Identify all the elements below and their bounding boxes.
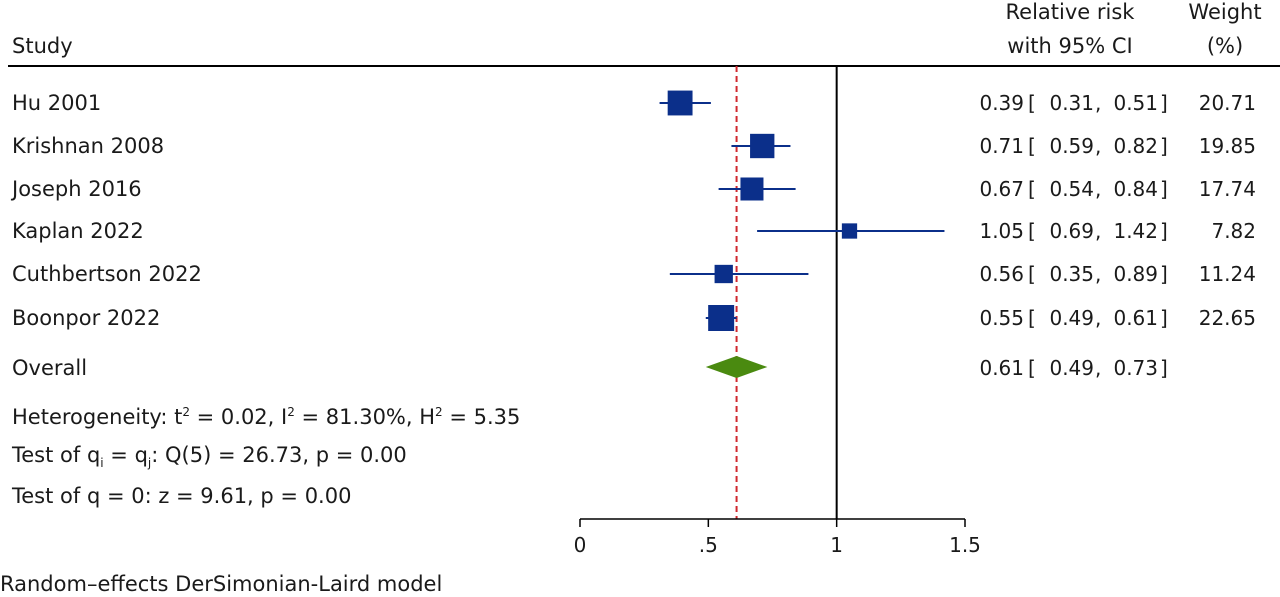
overall-rr: 0.61 [979,356,1024,380]
study-ci-comma: , [1095,177,1102,201]
study-ci-lower: 0.49 [1049,306,1094,330]
study-ci-upper: 0.89 [1113,262,1158,286]
study-name: Joseph 2016 [12,177,142,201]
study-ci-lower: 0.54 [1049,177,1094,201]
study-effect-square [740,177,764,201]
test-of-q-stats: Test of qi = qj: Q(5) = 26.73, p = 0.00 [12,443,407,471]
study-rr: 0.67 [979,177,1024,201]
overall-ci-lower: 0.49 [1049,356,1094,380]
study-ci-comma: , [1095,91,1102,115]
effect-column-header-line2: with 95% CI [1007,34,1133,58]
study-ci-lower: 0.31 [1049,91,1094,115]
study-weight: 20.71 [1198,91,1256,115]
study-weight: 7.82 [1211,219,1256,243]
study-ci-lower: 0.35 [1049,262,1094,286]
study-weight: 17.74 [1198,177,1256,201]
heterogeneity-stats: Heterogeneity: t2 = 0.02, I2 = 81.30%, H… [12,405,521,429]
x-axis-tick-label: 0 [574,533,587,557]
study-rr: 1.05 [979,219,1024,243]
study-name: Krishnan 2008 [12,134,165,158]
study-rr: 0.71 [979,134,1024,158]
x-axis-tick-label: 1 [830,533,843,557]
study-ci-comma: , [1095,219,1102,243]
study-ci-lower: 0.59 [1049,134,1094,158]
study-effect-square [667,90,693,116]
weight-column-header-line1: Weight [1188,0,1262,24]
model-footnote: Random–effects DerSimonian-Laird model [0,572,443,596]
study-ci-open: [ [1028,219,1036,243]
study-ci-close: ] [1160,134,1168,158]
study-ci-upper: 0.82 [1113,134,1158,158]
study-ci-open: [ [1028,262,1036,286]
overall-ci-open: [ [1028,356,1036,380]
study-ci-open: [ [1028,306,1036,330]
x-axis-tick-label: 1.5 [949,533,981,557]
study-effect-square [750,133,775,159]
study-effect-square [708,305,735,331]
effect-column-header-line1: Relative risk [1005,0,1135,24]
study-name: Kaplan 2022 [12,219,144,243]
study-ci-open: [ [1028,177,1036,201]
study-ci-close: ] [1160,306,1168,330]
weight-column-header-line2: (%) [1206,34,1244,58]
study-column-header: Study [12,34,73,58]
study-ci-comma: , [1095,262,1102,286]
overall-ci-close: ] [1160,356,1168,380]
study-weight: 19.85 [1198,134,1256,158]
study-ci-close: ] [1160,219,1168,243]
study-name: Boonpor 2022 [12,306,161,330]
study-rr: 0.55 [979,306,1024,330]
study-ci-open: [ [1028,134,1036,158]
study-weight: 22.65 [1198,306,1256,330]
study-ci-comma: , [1095,306,1102,330]
study-ci-upper: 0.84 [1113,177,1158,201]
study-ci-upper: 0.61 [1113,306,1158,330]
study-effect-square [714,264,733,284]
study-ci-upper: 0.51 [1113,91,1158,115]
study-rr: 0.56 [979,262,1024,286]
study-ci-close: ] [1160,177,1168,201]
overall-ci-upper: 0.73 [1113,356,1158,380]
x-axis-tick-label: .5 [699,533,718,557]
study-ci-close: ] [1160,91,1168,115]
study-ci-comma: , [1095,134,1102,158]
study-ci-lower: 0.69 [1049,219,1094,243]
overall-label: Overall [12,356,88,380]
study-weight: 11.24 [1198,262,1256,286]
overall-ci-comma: , [1095,356,1102,380]
study-ci-upper: 1.42 [1113,219,1158,243]
overall-effect-diamond [705,356,768,378]
test-of-zero-stats: Test of q = 0: z = 9.61, p = 0.00 [12,484,352,508]
study-name: Hu 2001 [12,91,102,115]
study-name: Cuthbertson 2022 [12,262,202,286]
study-ci-open: [ [1028,91,1036,115]
study-rr: 0.39 [979,91,1024,115]
study-ci-close: ] [1160,262,1168,286]
study-effect-square [841,223,858,239]
